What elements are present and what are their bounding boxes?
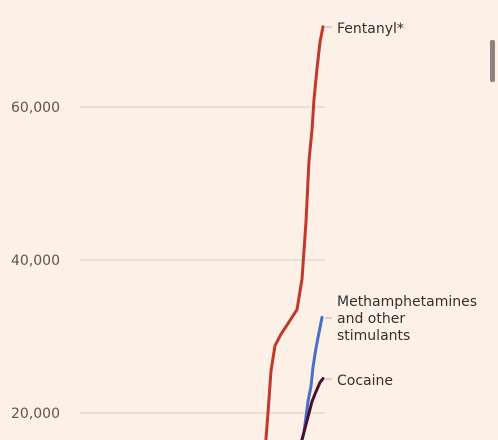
y-tick-label: 20,000 — [11, 406, 60, 422]
y-axis-tick-labels: 20,000 40,000 60,000 — [11, 100, 60, 422]
y-tick-label: 40,000 — [11, 253, 60, 269]
series-label-1: and other — [337, 311, 405, 327]
series-lines — [264, 25, 325, 440]
series-line-2 — [300, 377, 325, 440]
y-tick-label: 60,000 — [11, 100, 60, 116]
series-label-2: Cocaine — [337, 373, 393, 389]
gridlines — [80, 106, 325, 414]
series-label-1: stimulants — [337, 328, 410, 344]
series-line-0 — [264, 25, 325, 440]
series-label-1: Methamphetamines — [337, 294, 477, 310]
scrollbar-thumb[interactable] — [490, 40, 495, 82]
series-line-1 — [300, 315, 324, 440]
series-label-0: Fentanyl* — [337, 21, 404, 37]
